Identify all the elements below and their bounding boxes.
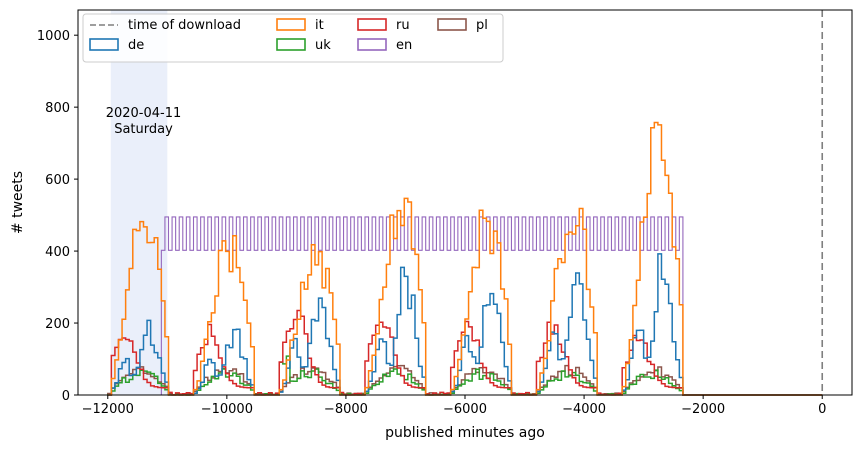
legend: time of download de it uk ru en pl	[82, 13, 504, 63]
legend-label: en	[396, 38, 412, 53]
ticks-layer: −12000 −10000 −8000 −6000 −4000 −2000 0 0 200 400…	[37, 29, 826, 417]
y-tick-label: 0	[62, 389, 70, 404]
legend-label: ru	[396, 18, 410, 33]
y-tick-label: 1000	[37, 29, 70, 44]
legend-label: time of download	[128, 18, 241, 33]
x-tick-label: −10000	[201, 402, 253, 417]
x-tick-label: −6000	[443, 402, 487, 417]
x-tick-label: −4000	[562, 402, 606, 417]
y-tick-label: 200	[45, 317, 70, 332]
legend-label: it	[315, 18, 324, 33]
legend-swatch-ru	[357, 18, 387, 31]
legend-box	[82, 13, 504, 63]
x-axis-label: published minutes ago	[385, 425, 545, 441]
legend-swatch-uk	[276, 38, 306, 51]
series-layer	[107, 121, 823, 396]
y-tick-label: 600	[45, 173, 70, 188]
x-tick-label: −12000	[82, 402, 134, 417]
x-tick-label: 0	[818, 402, 826, 417]
legend-swatch-en	[357, 38, 387, 51]
y-tick-label: 800	[45, 101, 70, 116]
x-tick-label: −8000	[324, 402, 368, 417]
annotation-date: 2020-04-11	[106, 106, 182, 121]
legend-swatch-it	[276, 18, 306, 31]
legend-label: de	[128, 38, 144, 53]
series-it	[107, 121, 823, 396]
annotation-weekday: Saturday	[114, 122, 173, 137]
y-axis-label: # tweets	[10, 171, 26, 234]
legend-swatch-de	[89, 38, 119, 51]
saturday-shaded-region	[110, 10, 168, 395]
series-en	[107, 216, 823, 396]
x-tick-label: −2000	[681, 402, 725, 417]
legend-label: uk	[315, 38, 331, 53]
legend-swatch-pl	[437, 18, 467, 31]
y-tick-label: 400	[45, 245, 70, 260]
legend-label: pl	[476, 18, 488, 33]
